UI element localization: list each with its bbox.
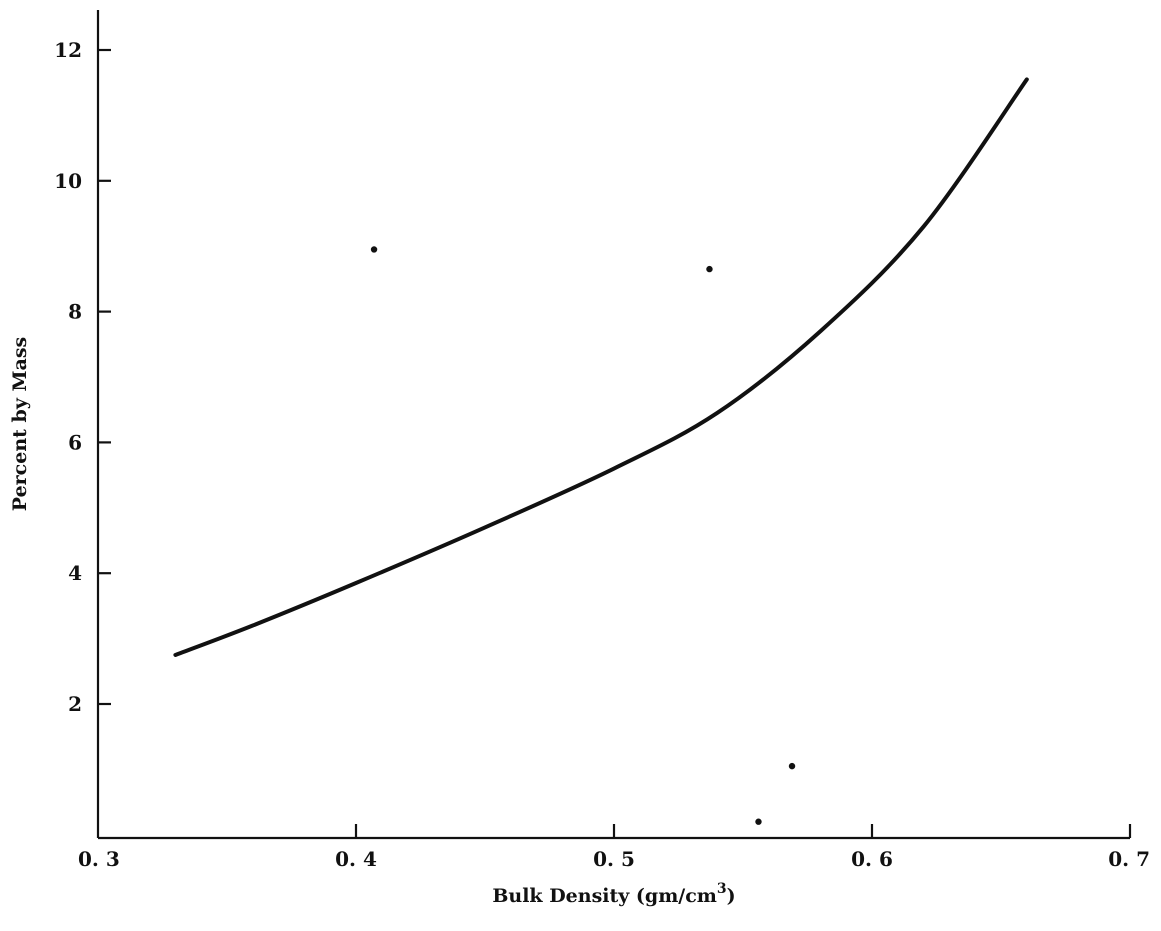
x-tick-label: 0. 4 [335,847,377,871]
x-axis-title: Bulk Density (gm/cm3) [492,881,735,907]
x-tick-label: 0. 5 [593,847,635,871]
x-tick-label: 0. 7 [1108,847,1150,871]
y-tick-label: 6 [68,430,82,454]
x-axis-title-superscript: 3 [717,881,727,897]
scatter-point [755,818,762,825]
x-tick-label: 0. 6 [851,847,893,871]
y-tick-label: 4 [68,561,82,585]
y-tick-label: 12 [54,38,82,62]
scatter-point [788,762,796,770]
y-tick-label: 8 [68,300,82,324]
x-axis-title-suffix: ) [727,885,736,907]
x-tick-label: 0. 3 [78,847,120,871]
scatter-point [370,246,378,253]
plot-area [173,77,1029,825]
curve-series-line [173,77,1029,657]
y-tick-label: 2 [68,692,82,716]
y-axis-title: Percent by Mass [9,337,31,511]
x-ticks: 0. 3 0. 4 0. 5 0. 6 0. 7 [78,824,1150,871]
y-ticks: 2 4 6 8 10 12 [54,38,111,716]
scatter-point [706,265,713,273]
y-tick-label: 10 [54,169,82,193]
x-axis-title-main: Bulk Density (gm/cm [492,885,717,907]
